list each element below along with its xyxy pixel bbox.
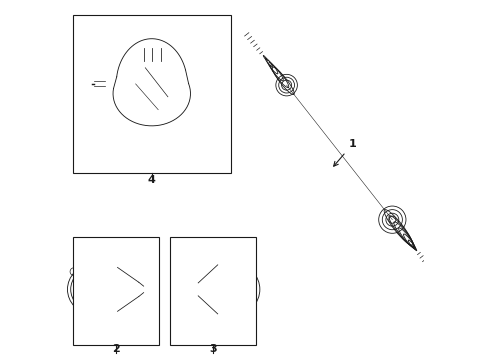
Text: 3: 3 xyxy=(209,344,217,354)
Bar xyxy=(73,15,231,173)
Bar xyxy=(144,286,148,293)
Text: 4: 4 xyxy=(148,175,156,185)
Bar xyxy=(129,114,142,121)
Bar xyxy=(155,114,168,121)
Text: 2: 2 xyxy=(112,344,120,354)
Bar xyxy=(170,237,256,345)
Bar xyxy=(73,237,159,345)
Text: 1: 1 xyxy=(334,139,356,166)
